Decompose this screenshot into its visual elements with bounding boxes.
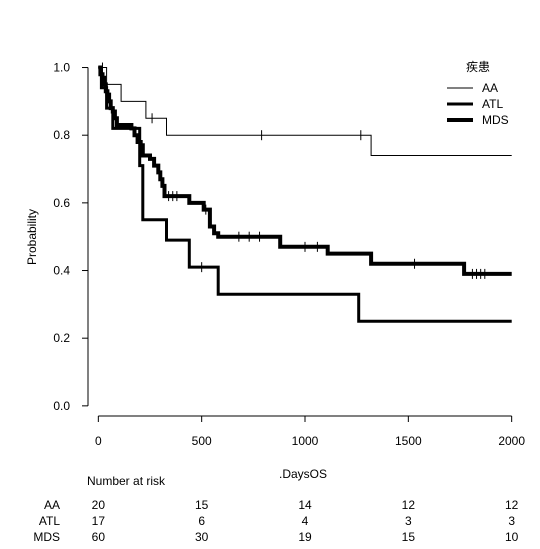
risk-count: 3 — [405, 514, 412, 528]
risk-table: Number at risk AA 20 15 14 12 12 ATL 17 6 4 3 3 MDS 60… — [33, 474, 518, 544]
y-tick-label: 1.0 — [53, 61, 70, 75]
risk-count: 15 — [195, 498, 209, 512]
series-line-mds — [98, 65, 512, 276]
legend-entry-aa: AA — [482, 81, 498, 95]
x-tick-label: 0 — [95, 434, 102, 448]
x-tick-label: 2000 — [498, 434, 525, 448]
risk-count: 3 — [508, 514, 515, 528]
x-tick-label: 500 — [192, 434, 212, 448]
legend-title: 疾患 — [466, 59, 490, 74]
risk-row-label-aa: AA — [44, 498, 60, 512]
risk-row-label-atl: ATL — [39, 514, 60, 528]
x-axis-title: .DaysOS — [279, 467, 327, 481]
risk-count: 12 — [402, 498, 416, 512]
legend: 疾患 AA ATL MDS — [447, 59, 509, 127]
risk-count: 14 — [298, 498, 312, 512]
legend-entry-atl: ATL — [482, 97, 503, 111]
series-layer — [98, 62, 512, 323]
y-tick-label: 0.2 — [53, 331, 70, 345]
legend-entry-mds: MDS — [482, 113, 509, 127]
risk-count: 19 — [298, 530, 312, 544]
risk-count: 6 — [198, 514, 205, 528]
risk-count: 60 — [92, 530, 106, 544]
risk-row-label-mds: MDS — [33, 530, 60, 544]
y-tick-label: 0.6 — [53, 196, 70, 210]
risk-count: 17 — [92, 514, 106, 528]
risk-count: 15 — [402, 530, 416, 544]
risk-count: 20 — [92, 498, 106, 512]
y-tick-label: 0.0 — [53, 399, 70, 413]
risk-table-title: Number at risk — [87, 474, 166, 488]
series-line-atl — [98, 66, 512, 323]
x-tick-label: 1000 — [292, 434, 319, 448]
risk-count: 30 — [195, 530, 209, 544]
risk-count: 12 — [505, 498, 519, 512]
series-line-aa — [98, 67, 512, 156]
risk-count: 4 — [302, 514, 309, 528]
risk-count: 10 — [505, 530, 519, 544]
axes: 0.0 0.2 0.4 0.6 0.8 1.0 0 500 1000 1500 2000 Probab… — [25, 61, 525, 481]
x-tick-label: 1500 — [395, 434, 422, 448]
y-axis-title: Probability — [25, 209, 39, 265]
y-tick-label: 0.8 — [53, 128, 70, 142]
y-tick-label: 0.4 — [53, 264, 70, 278]
